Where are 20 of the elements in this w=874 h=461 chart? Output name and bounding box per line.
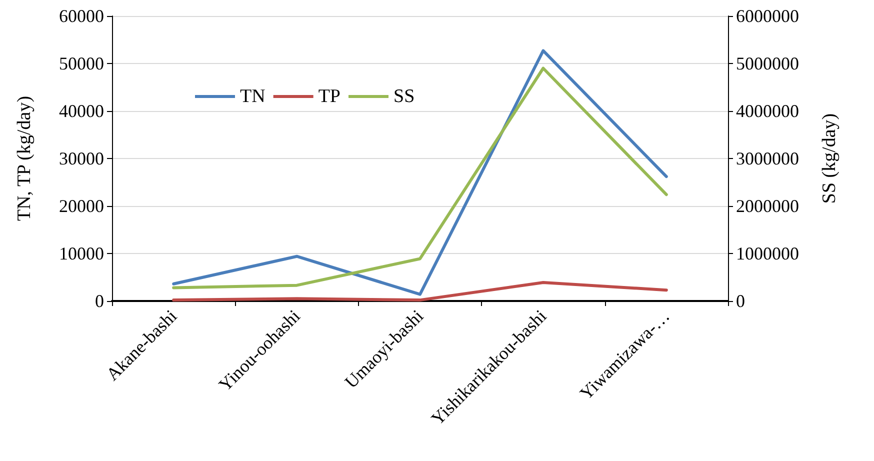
- y2-axis-title: SS (kg/day): [819, 113, 840, 204]
- legend-label: TP: [318, 86, 341, 107]
- y-tick-label: 30000: [59, 148, 104, 168]
- y-tick-label: 10000: [59, 244, 104, 264]
- y2-tick-label: 6000000: [736, 6, 799, 26]
- y2-tick-label: 3000000: [736, 148, 799, 168]
- y2-tick-label: 1000000: [736, 244, 799, 264]
- y-tick-label: 50000: [59, 54, 104, 74]
- y-axis-title: TN, TP (kg/day): [14, 96, 35, 222]
- legend-label: SS: [394, 86, 415, 107]
- legend-label: TN: [240, 86, 266, 107]
- y-tick-label: 40000: [59, 101, 104, 121]
- y2-tick-label: 0: [736, 291, 745, 311]
- y2-tick-label: 2000000: [736, 196, 799, 216]
- y2-tick-label: 4000000: [736, 101, 799, 121]
- y-tick-label: 60000: [59, 6, 104, 26]
- line-series: [172, 280, 668, 302]
- y-tick-label: 20000: [59, 196, 104, 216]
- y2-tick-label: 5000000: [736, 54, 799, 74]
- y-tick-label: 0: [95, 291, 104, 311]
